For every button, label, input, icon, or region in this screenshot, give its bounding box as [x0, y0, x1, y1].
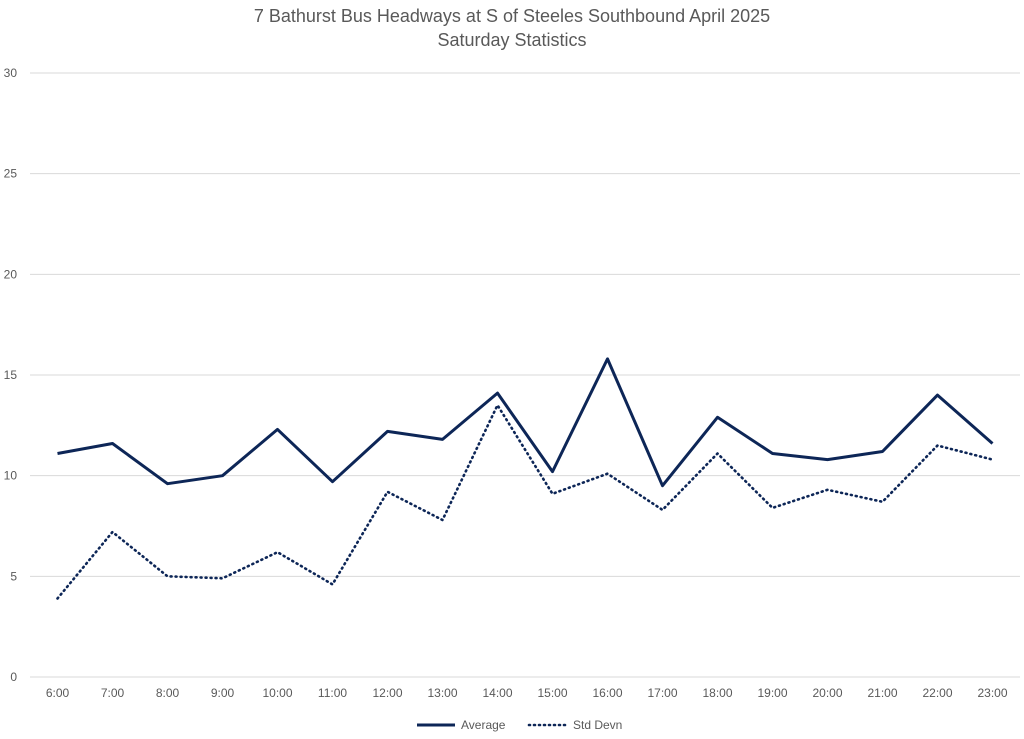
x-tick-label: 9:00: [211, 686, 235, 700]
series-group: [56, 357, 994, 600]
x-tick-label: 17:00: [647, 686, 677, 700]
x-tick-label: 22:00: [922, 686, 952, 700]
x-tick-label: 19:00: [757, 686, 787, 700]
y-tick-label: 20: [4, 267, 18, 281]
legend: Average Std Devn: [417, 718, 622, 732]
chart-subtitle: Saturday Statistics: [437, 30, 587, 50]
x-tick-label: 7:00: [101, 686, 125, 700]
y-tick-label: 5: [10, 569, 17, 583]
legend-label: Average: [461, 718, 506, 732]
gridlines: [30, 72, 1020, 678]
x-tick-label: 15:00: [537, 686, 567, 700]
x-tick-label: 11:00: [318, 686, 347, 700]
chart-title: 7 Bathurst Bus Headways at S of Steeles …: [253, 6, 771, 26]
y-tick-label: 15: [4, 368, 18, 382]
x-tick-label: 13:00: [427, 686, 457, 700]
x-tick-label: 10:00: [262, 686, 292, 700]
x-tick-label: 12:00: [372, 686, 402, 700]
x-tick-label: 8:00: [156, 686, 180, 700]
series-line-average: [57, 357, 994, 488]
x-tick-label: 23:00: [977, 686, 1007, 700]
y-tick-label: 0: [10, 670, 17, 684]
x-axis: 6:00 7:00 8:00 9:00 10:00 11:00 12:00 13:00 14:0…: [46, 686, 1008, 700]
x-tick-label: 21:00: [867, 686, 897, 700]
chart-title-block: 7 Bathurst Bus Headways at S of Steeles …: [0, 4, 1024, 52]
y-axis: 0 5 10 15 20 25 30: [4, 66, 18, 684]
y-tick-label: 10: [4, 469, 18, 483]
y-tick-label: 25: [4, 167, 18, 181]
x-tick-label: 16:00: [592, 686, 622, 700]
x-tick-label: 6:00: [46, 686, 70, 700]
x-tick-label: 18:00: [702, 686, 732, 700]
legend-label: Std Devn: [573, 718, 622, 732]
x-tick-label: 14:00: [482, 686, 512, 700]
series-line-std-devn: [56, 403, 994, 600]
y-tick-label: 30: [4, 66, 18, 80]
x-tick-label: 20:00: [812, 686, 842, 700]
